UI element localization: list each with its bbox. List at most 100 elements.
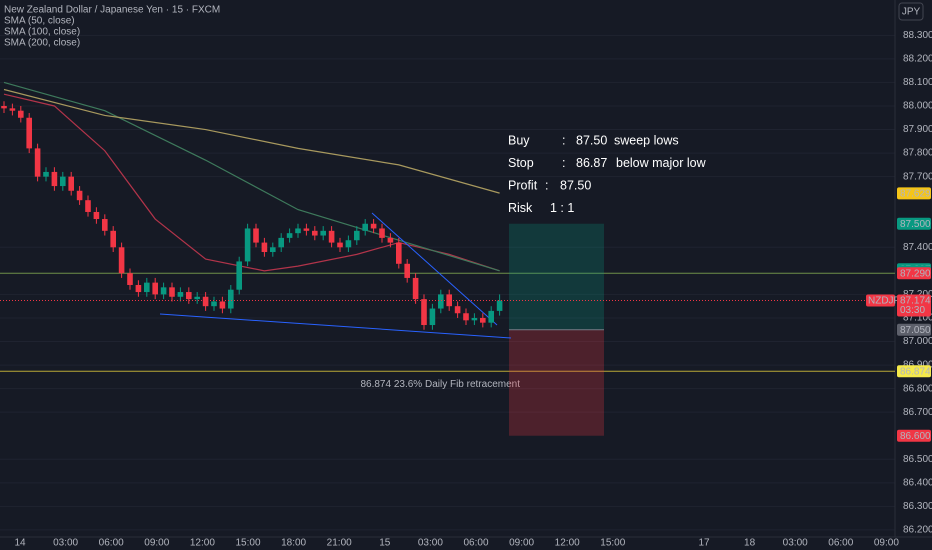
note-text: sweep lows <box>614 133 679 147</box>
candle-body <box>362 223 368 231</box>
candle-body <box>219 301 226 309</box>
note-text: Buy <box>508 133 530 147</box>
y-tick-label: 86.500 <box>903 454 932 465</box>
note-text: Stop <box>508 156 534 170</box>
trend-line <box>159 313 512 339</box>
candle-body <box>51 171 58 187</box>
note-text: : <box>562 156 565 170</box>
last-price-box <box>897 294 931 317</box>
x-tick-label: 18 <box>744 538 756 549</box>
price-label-box <box>897 429 931 442</box>
x-tick-label: 09:00 <box>144 538 169 549</box>
candle-body <box>261 242 268 253</box>
symbol-label: NZDJPY <box>868 296 907 307</box>
candle-body <box>102 219 108 231</box>
last-price-label: 87.174 <box>900 296 931 307</box>
grid <box>0 34 895 531</box>
candle-body <box>370 223 377 229</box>
note-text: below major low <box>616 156 707 170</box>
y-tick-label: 87.000 <box>903 336 932 347</box>
candle-body <box>312 230 318 236</box>
candle-body <box>93 211 100 220</box>
chart-title: New Zealand Dollar / Japanese Yen · 15 ·… <box>4 5 220 16</box>
price-label-box <box>897 187 931 200</box>
candle-body <box>387 237 394 243</box>
candle-body <box>9 108 16 111</box>
candle-body <box>396 242 402 264</box>
x-tick-label: 17 <box>698 538 710 549</box>
candle-body <box>345 240 352 248</box>
currency[interactable]: JPY <box>902 7 921 18</box>
fib-label: 86.874 23.6% Daily Fib retracement <box>360 379 520 390</box>
price-label: 87.629 <box>900 189 931 200</box>
candle-body <box>76 190 83 201</box>
candle-body <box>236 261 242 290</box>
countdown: 03:30 <box>900 305 925 316</box>
note-text: 1 : 1 <box>550 201 574 215</box>
sma-line <box>3 81 500 272</box>
candle-body <box>135 284 142 293</box>
x-tick-label: 21:00 <box>327 538 352 549</box>
candle-body <box>496 300 503 311</box>
currency-button[interactable] <box>898 2 924 21</box>
stop-zone <box>509 329 604 436</box>
candle-body <box>278 237 284 248</box>
candle-body <box>186 292 192 300</box>
x-tick-label: 15 <box>379 538 391 549</box>
y-tick-label: 88.300 <box>903 30 932 41</box>
y-tick-label: 86.300 <box>903 501 932 512</box>
candle-body <box>286 233 293 238</box>
candle-body <box>253 228 259 243</box>
y-tick-label: 86.400 <box>903 477 932 488</box>
y-tick-label: 87.700 <box>903 171 932 182</box>
candle-body <box>127 273 133 285</box>
price-label-box <box>897 365 931 378</box>
x-tick-label: 09:00 <box>874 538 899 549</box>
candle-body <box>43 171 49 177</box>
note-text: 87.50 <box>560 178 591 192</box>
symbol-box <box>866 294 895 307</box>
y-tick-label: 88.000 <box>903 101 932 112</box>
x-tick-label: 14 <box>14 538 26 549</box>
x-tick-label: 06:00 <box>99 538 124 549</box>
candle-body <box>152 282 158 295</box>
x-tick-label: 15:00 <box>600 538 625 549</box>
candle-body <box>295 228 301 234</box>
candle-body <box>1 105 7 109</box>
candle-body <box>85 200 91 212</box>
candle-body <box>438 294 444 309</box>
candle-body <box>303 228 310 231</box>
sma-line <box>3 88 500 194</box>
x-tick-label: 12:00 <box>555 538 580 549</box>
candle-body <box>110 230 116 248</box>
x-tick-label: 06:00 <box>463 538 488 549</box>
y-tick-label: 87.400 <box>903 242 932 253</box>
candle-body <box>421 299 427 326</box>
candle-body <box>270 247 276 253</box>
price-label-box <box>897 217 931 230</box>
candle-body <box>18 110 24 118</box>
candle-body <box>169 287 175 297</box>
y-tick-label: 88.100 <box>903 77 932 88</box>
sma-line <box>3 93 500 272</box>
candle-body <box>194 296 200 300</box>
price-label: 87.290 <box>900 268 931 279</box>
price-label-box <box>897 323 931 336</box>
y-tick-label: 86.200 <box>903 525 932 536</box>
y-tick-label: 86.800 <box>903 383 932 394</box>
candle-body <box>160 287 167 295</box>
trend-line <box>371 212 498 326</box>
note-text: Risk <box>508 201 533 215</box>
candle-body <box>26 117 32 149</box>
note-text: 86.87 <box>576 156 607 170</box>
candle-body <box>177 292 184 297</box>
x-tick-label: 03:00 <box>418 538 443 549</box>
x-tick-label: 06:00 <box>828 538 853 549</box>
note-text: Profit <box>508 178 538 192</box>
target-zone <box>509 223 604 330</box>
candle-body <box>471 317 478 321</box>
legend-entry: SMA (100, close) <box>4 27 80 38</box>
price-label: 87.500 <box>900 219 931 230</box>
